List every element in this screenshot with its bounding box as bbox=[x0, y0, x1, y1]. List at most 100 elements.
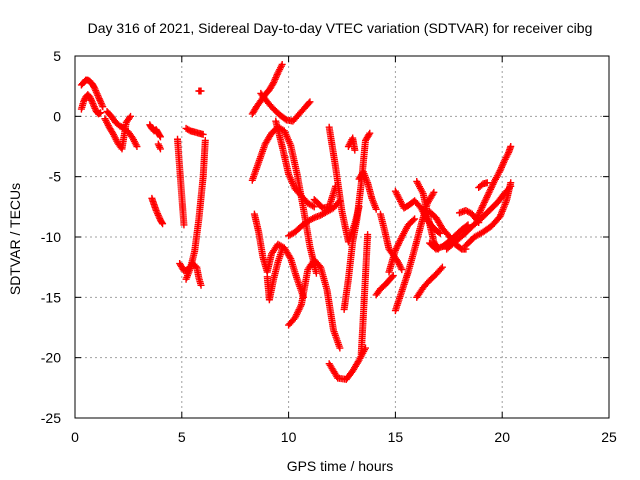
data-point bbox=[97, 99, 105, 107]
data-point bbox=[80, 98, 88, 106]
y-tick-labels: 5 0 -5 -10 -15 -20 -25 bbox=[41, 48, 61, 426]
data-point bbox=[270, 77, 278, 85]
data-point bbox=[389, 272, 397, 280]
data-point bbox=[305, 99, 313, 107]
x-tick-label: 15 bbox=[388, 429, 404, 445]
x-tick-label: 10 bbox=[281, 429, 297, 445]
data-point bbox=[306, 98, 314, 106]
y-tick-label: -15 bbox=[41, 289, 61, 305]
data-point bbox=[125, 114, 133, 122]
data-point bbox=[91, 85, 99, 93]
data-point bbox=[152, 206, 160, 214]
data-point bbox=[133, 143, 141, 150]
data-point bbox=[270, 79, 278, 87]
data-point bbox=[436, 229, 444, 237]
series-arc-ad bbox=[385, 215, 419, 276]
data-point bbox=[364, 231, 372, 239]
series-arc-ab bbox=[372, 272, 397, 299]
data-point bbox=[199, 130, 207, 138]
series-arc-aa bbox=[355, 168, 380, 213]
grid bbox=[75, 56, 609, 418]
data-point bbox=[92, 88, 100, 96]
series-arc-d bbox=[101, 112, 135, 153]
data-point bbox=[159, 220, 167, 228]
x-tick-label: 20 bbox=[494, 429, 510, 445]
data-point bbox=[90, 103, 98, 111]
data-point bbox=[156, 143, 164, 151]
data-point bbox=[180, 221, 188, 229]
data-point bbox=[272, 72, 280, 80]
data-point bbox=[507, 179, 515, 187]
data-point bbox=[201, 136, 209, 144]
data-point bbox=[278, 245, 286, 253]
data-point bbox=[98, 101, 106, 109]
series-arc-ao bbox=[475, 179, 491, 192]
data-point bbox=[309, 215, 317, 223]
data-point bbox=[499, 160, 507, 168]
data-point bbox=[94, 91, 102, 99]
data-point bbox=[286, 253, 294, 261]
data-point bbox=[155, 213, 163, 221]
data-point bbox=[86, 93, 94, 101]
data-point bbox=[475, 219, 483, 227]
y-tick-label: 0 bbox=[53, 108, 61, 124]
data-point bbox=[97, 98, 105, 106]
data-point bbox=[409, 216, 417, 224]
data-point bbox=[99, 103, 107, 111]
series-arc-g bbox=[148, 194, 167, 228]
data-point bbox=[483, 179, 491, 187]
data-point bbox=[398, 266, 406, 274]
series-arc-i bbox=[182, 124, 207, 138]
data-point bbox=[429, 190, 437, 198]
data-point bbox=[388, 273, 396, 281]
y-axis-label: SDTVAR / TECUs bbox=[7, 183, 23, 295]
series-arc-b bbox=[77, 91, 105, 118]
data-point bbox=[155, 142, 163, 150]
data-point bbox=[497, 165, 505, 173]
data-point bbox=[271, 75, 279, 83]
data-point bbox=[88, 98, 96, 106]
x-tick-label: 5 bbox=[178, 429, 186, 445]
series-arc-ah bbox=[413, 263, 446, 301]
data-point bbox=[197, 281, 205, 289]
series-arc-a bbox=[77, 76, 107, 111]
data-point bbox=[500, 159, 508, 167]
data-point bbox=[158, 219, 166, 227]
series-arc-k bbox=[176, 260, 205, 289]
data-point bbox=[365, 131, 373, 139]
x-tick-label: 0 bbox=[71, 429, 79, 445]
series-arc-q bbox=[250, 210, 308, 301]
data-point bbox=[372, 205, 380, 213]
data-point bbox=[95, 95, 103, 103]
data-point bbox=[438, 263, 446, 271]
data-point bbox=[127, 112, 135, 120]
data-point bbox=[92, 87, 100, 95]
data-point bbox=[90, 83, 98, 91]
series-arc-j bbox=[182, 136, 209, 283]
data-point bbox=[507, 143, 515, 150]
data-point bbox=[94, 93, 102, 101]
data-point bbox=[310, 203, 318, 211]
data-point bbox=[273, 71, 281, 79]
data-point bbox=[496, 167, 504, 175]
data-point bbox=[197, 87, 205, 95]
series-arc-z bbox=[357, 231, 372, 358]
series-arc-r bbox=[263, 245, 286, 304]
data-point bbox=[80, 96, 88, 104]
data-point bbox=[351, 146, 359, 154]
data-point bbox=[156, 132, 164, 140]
series-arc-u bbox=[310, 182, 340, 212]
data-point bbox=[411, 215, 419, 223]
series-arc-am bbox=[462, 179, 515, 249]
data-point bbox=[154, 211, 162, 219]
y-tick-label: 5 bbox=[53, 48, 61, 64]
data-point bbox=[435, 228, 443, 236]
data-point bbox=[154, 140, 162, 148]
series-arc-w bbox=[325, 344, 369, 383]
data-point bbox=[498, 162, 506, 170]
data-point bbox=[87, 95, 95, 103]
series-arc-m bbox=[248, 60, 286, 118]
x-axis-label: GPS time / hours bbox=[287, 458, 394, 474]
x-tick-labels: 0 5 10 15 20 25 bbox=[71, 429, 617, 445]
